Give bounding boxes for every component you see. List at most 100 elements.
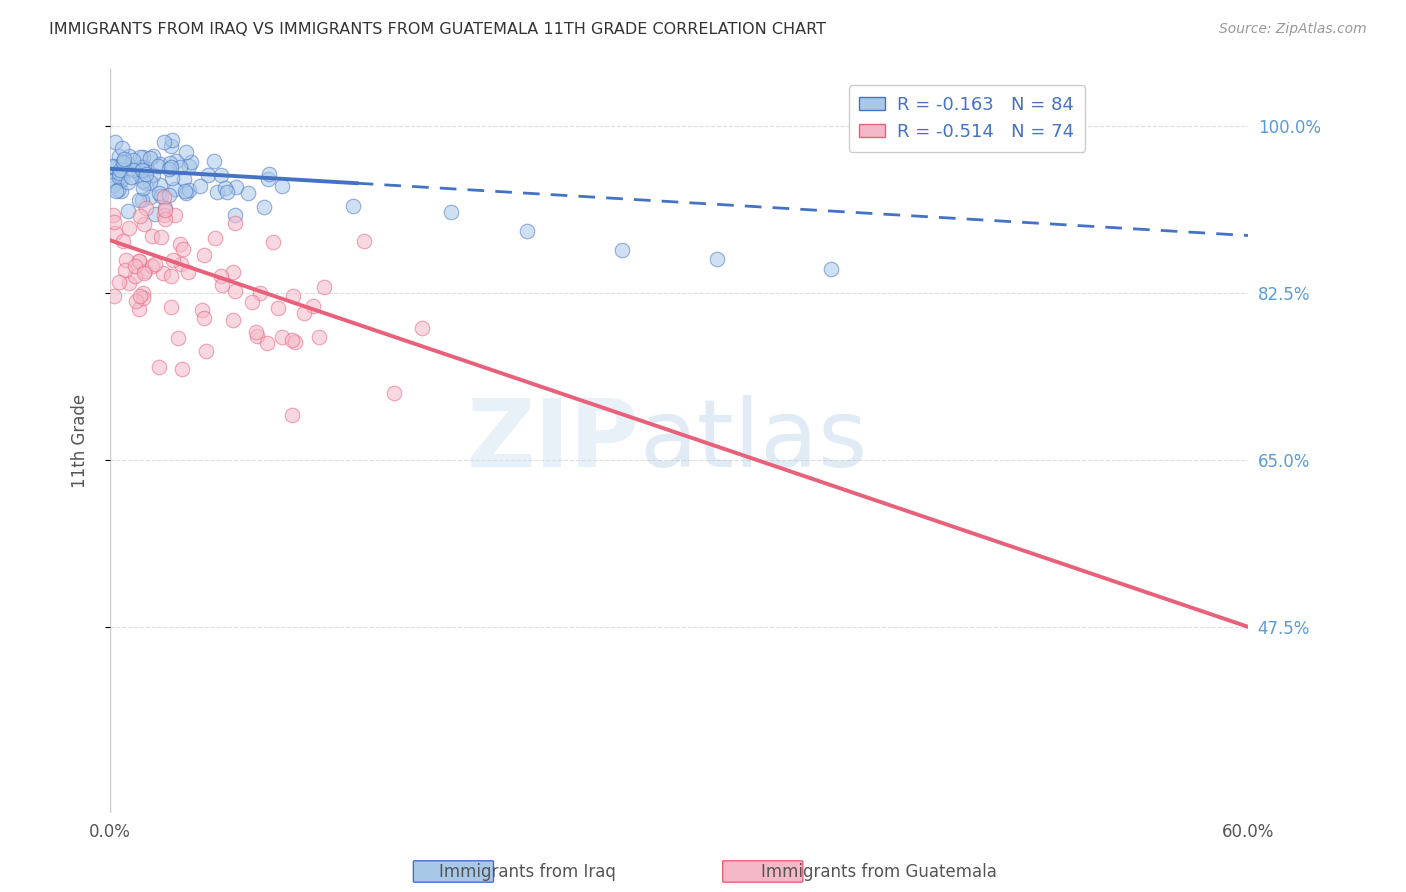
Point: [142, 149, 165, 163]
Point: [516, 224, 538, 238]
Point: [101, 160, 124, 174]
Point: [267, 301, 290, 315]
Point: [118, 149, 141, 163]
Point: [135, 167, 157, 181]
Point: [149, 189, 172, 203]
Point: [262, 235, 284, 249]
Point: [101, 174, 124, 188]
Point: [118, 221, 141, 235]
Point: [117, 203, 139, 218]
Text: IMMIGRANTS FROM IRAQ VS IMMIGRANTS FROM GUATEMALA 11TH GRADE CORRELATION CHART: IMMIGRANTS FROM IRAQ VS IMMIGRANTS FROM …: [49, 22, 827, 37]
Point: [143, 257, 166, 271]
Point: [134, 264, 156, 278]
Point: [165, 153, 187, 168]
Point: [194, 344, 217, 359]
Point: [253, 200, 276, 214]
Text: atlas: atlas: [640, 395, 868, 487]
Point: [142, 169, 165, 183]
Point: [240, 294, 263, 309]
Point: [124, 294, 146, 309]
Point: [129, 169, 152, 183]
Point: [149, 178, 172, 192]
Point: [169, 160, 191, 174]
Point: [143, 207, 166, 221]
Point: [131, 193, 153, 207]
Point: [257, 172, 280, 186]
Point: [160, 133, 183, 147]
Point: [139, 151, 162, 165]
Point: [308, 329, 330, 343]
Point: [202, 154, 225, 169]
Point: [197, 169, 219, 183]
Point: [193, 248, 215, 262]
Point: [117, 276, 139, 290]
Point: [225, 180, 247, 194]
Point: [157, 187, 180, 202]
Point: [131, 174, 153, 188]
Point: [222, 265, 245, 279]
Point: [131, 160, 153, 174]
Point: [132, 150, 155, 164]
Point: [236, 186, 259, 201]
Point: [128, 209, 150, 223]
Point: [108, 174, 131, 188]
Point: [188, 179, 211, 194]
Point: [135, 201, 157, 215]
Point: [292, 306, 315, 320]
Point: [146, 159, 169, 173]
Point: [159, 161, 181, 176]
Point: [342, 198, 364, 212]
Point: [111, 172, 134, 186]
Point: [440, 204, 463, 219]
Point: [131, 163, 153, 178]
Point: [141, 259, 163, 273]
Point: [104, 159, 127, 173]
Point: [172, 242, 194, 256]
Point: [107, 166, 129, 180]
Point: [135, 163, 157, 178]
Point: [224, 285, 246, 299]
Point: [312, 279, 335, 293]
Point: [122, 163, 145, 178]
Point: [153, 202, 176, 217]
Point: [148, 186, 170, 200]
Point: [159, 300, 181, 314]
Point: [120, 169, 142, 184]
Point: [105, 184, 128, 198]
Point: [224, 216, 246, 230]
Point: [271, 330, 294, 344]
Point: [411, 320, 433, 334]
Point: [141, 229, 163, 244]
Point: [152, 266, 174, 280]
Point: [153, 211, 176, 226]
Point: [155, 201, 177, 215]
Point: [159, 160, 181, 174]
Point: [280, 333, 302, 347]
Point: [103, 215, 125, 229]
Point: [160, 139, 183, 153]
Point: [139, 190, 162, 204]
Point: [153, 190, 176, 204]
Point: [180, 154, 202, 169]
Point: [131, 291, 153, 305]
Point: [108, 149, 131, 163]
Point: [114, 263, 136, 277]
Point: [153, 208, 176, 222]
Point: [101, 178, 124, 192]
Point: [165, 182, 187, 196]
Point: [104, 135, 127, 149]
Point: [117, 175, 139, 189]
Point: [610, 243, 633, 257]
Point: [209, 268, 232, 283]
Point: [174, 145, 197, 159]
Point: [107, 183, 129, 197]
Point: [112, 152, 135, 166]
Y-axis label: 11th Grade: 11th Grade: [72, 393, 89, 488]
Point: [281, 408, 304, 422]
Point: [249, 285, 271, 300]
Point: [132, 266, 155, 280]
Point: [191, 303, 214, 318]
Point: [270, 178, 292, 193]
Point: [173, 184, 195, 198]
Point: [108, 163, 131, 178]
